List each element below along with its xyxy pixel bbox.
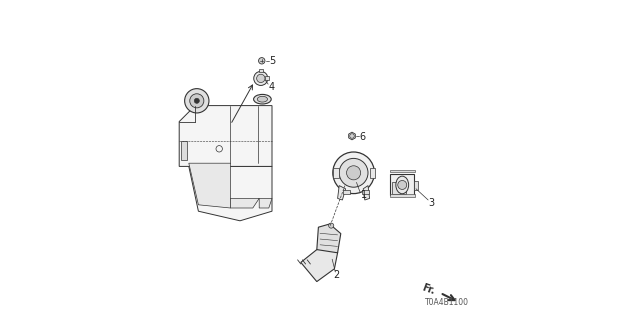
Polygon shape: [259, 198, 272, 208]
Circle shape: [347, 166, 361, 180]
Circle shape: [259, 58, 265, 64]
Circle shape: [189, 94, 204, 108]
Circle shape: [339, 158, 368, 187]
Bar: [370, 168, 375, 178]
Ellipse shape: [396, 176, 409, 194]
Bar: [181, 141, 187, 160]
Bar: [343, 190, 350, 194]
Polygon shape: [230, 198, 259, 208]
Bar: [362, 190, 369, 194]
Polygon shape: [189, 166, 272, 221]
Circle shape: [398, 180, 407, 189]
Text: 4: 4: [268, 82, 275, 92]
Ellipse shape: [257, 96, 268, 102]
Circle shape: [257, 74, 265, 83]
Circle shape: [253, 71, 268, 85]
Text: 2: 2: [333, 270, 340, 280]
Bar: [390, 194, 415, 197]
Polygon shape: [338, 186, 346, 200]
Bar: [265, 76, 269, 80]
Bar: [390, 170, 415, 172]
Text: Fr.: Fr.: [421, 283, 437, 297]
Bar: [259, 69, 263, 72]
Text: 5: 5: [269, 56, 275, 66]
Text: 1: 1: [361, 190, 367, 200]
Polygon shape: [349, 132, 355, 140]
Circle shape: [333, 152, 374, 194]
Circle shape: [329, 223, 334, 228]
Polygon shape: [189, 163, 230, 208]
Text: T0A4B1100: T0A4B1100: [425, 298, 468, 307]
Ellipse shape: [253, 94, 271, 104]
Bar: [392, 182, 406, 194]
Text: 6: 6: [360, 132, 366, 142]
Bar: [333, 168, 339, 178]
Circle shape: [185, 89, 209, 113]
Polygon shape: [301, 243, 338, 282]
Polygon shape: [179, 106, 272, 166]
Bar: [390, 174, 415, 195]
Polygon shape: [364, 186, 370, 200]
Polygon shape: [317, 224, 340, 253]
Text: 3: 3: [428, 198, 435, 208]
Circle shape: [195, 98, 200, 103]
Bar: [414, 181, 418, 190]
